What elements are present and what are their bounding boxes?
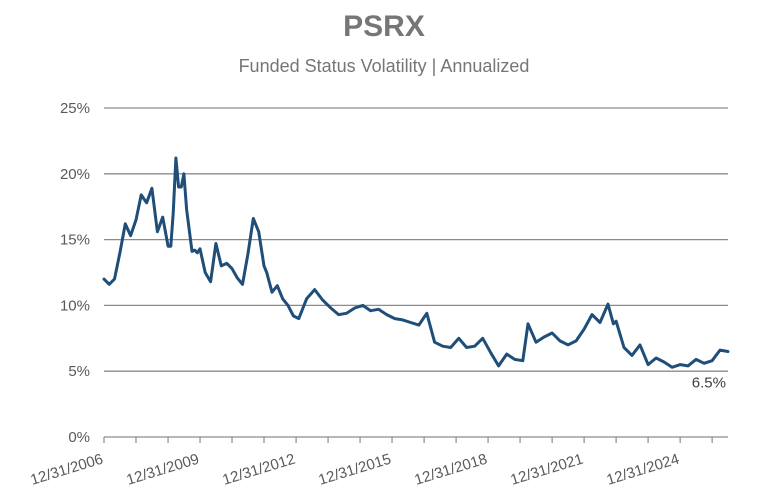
x-tick-label: 12/31/2006: [28, 451, 105, 489]
y-tick-label: 25%: [60, 100, 90, 117]
x-tick-label: 12/31/2021: [509, 451, 586, 489]
y-tick-label: 15%: [60, 232, 90, 249]
y-tick-label: 0%: [68, 429, 90, 446]
x-tick-label: 12/31/2018: [412, 451, 489, 489]
y-axis-ticks: 0% 5% 10% 15% 20% 25%: [60, 100, 90, 446]
x-axis-ticks: 12/31/2006 12/31/2009 12/31/2012 12/31/2015…: [28, 451, 681, 489]
series-line: [102, 156, 730, 369]
last-value-label: 6.5%: [692, 374, 726, 391]
y-tick-label: 10%: [60, 297, 90, 314]
gridlines: [104, 107, 728, 372]
x-tick-label: 12/31/2015: [316, 451, 393, 489]
series-layer: [102, 156, 730, 369]
x-tick-label: 12/31/2012: [220, 451, 297, 489]
x-axis: [103, 436, 728, 443]
x-tick-label: 12/31/2009: [124, 451, 201, 489]
chart-title: PSRX: [343, 10, 425, 43]
chart-subtitle: Funded Status Volatility | Annualized: [238, 56, 530, 76]
y-tick-label: 5%: [68, 363, 90, 380]
x-tick-label: 12/31/2024: [605, 451, 682, 489]
y-tick-label: 20%: [60, 166, 90, 183]
annotation-layer: 6.5%: [692, 374, 726, 391]
